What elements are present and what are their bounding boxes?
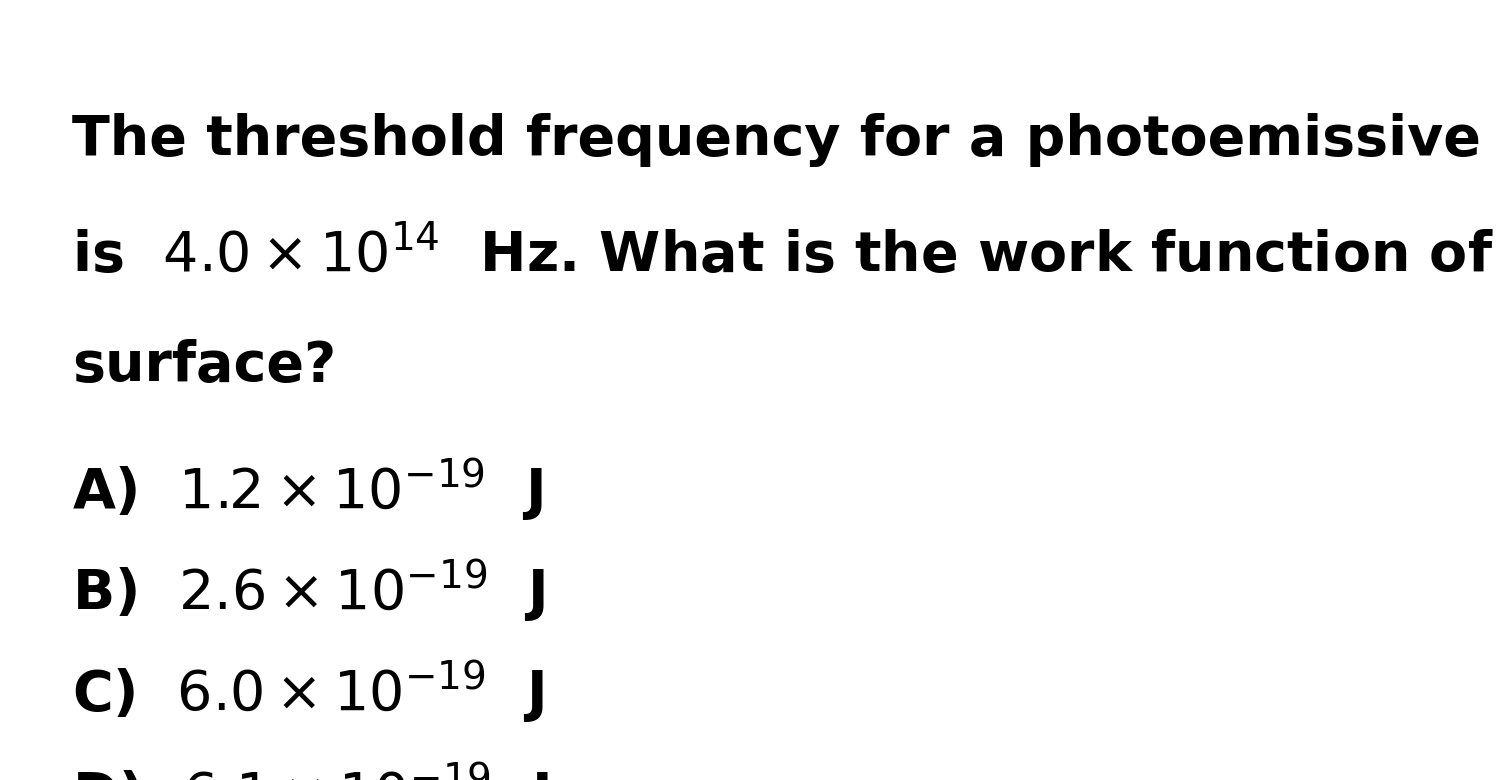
Text: D)  $6.1 \times 10^{-19}$  J: D) $6.1 \times 10^{-19}$ J [72, 760, 549, 780]
Text: The threshold frequency for a photoemissive surface: The threshold frequency for a photoemiss… [72, 113, 1500, 167]
Text: surface?: surface? [72, 339, 336, 393]
Text: B)  $2.6 \times 10^{-19}$  J: B) $2.6 \times 10^{-19}$ J [72, 558, 546, 625]
Text: A)  $1.2 \times 10^{-19}$  J: A) $1.2 \times 10^{-19}$ J [72, 456, 543, 523]
Text: is  $4.0 \times 10^{14}$  Hz. What is the work function of this: is $4.0 \times 10^{14}$ Hz. What is the … [72, 226, 1500, 283]
Text: C)  $6.0 \times 10^{-19}$  J: C) $6.0 \times 10^{-19}$ J [72, 659, 544, 726]
